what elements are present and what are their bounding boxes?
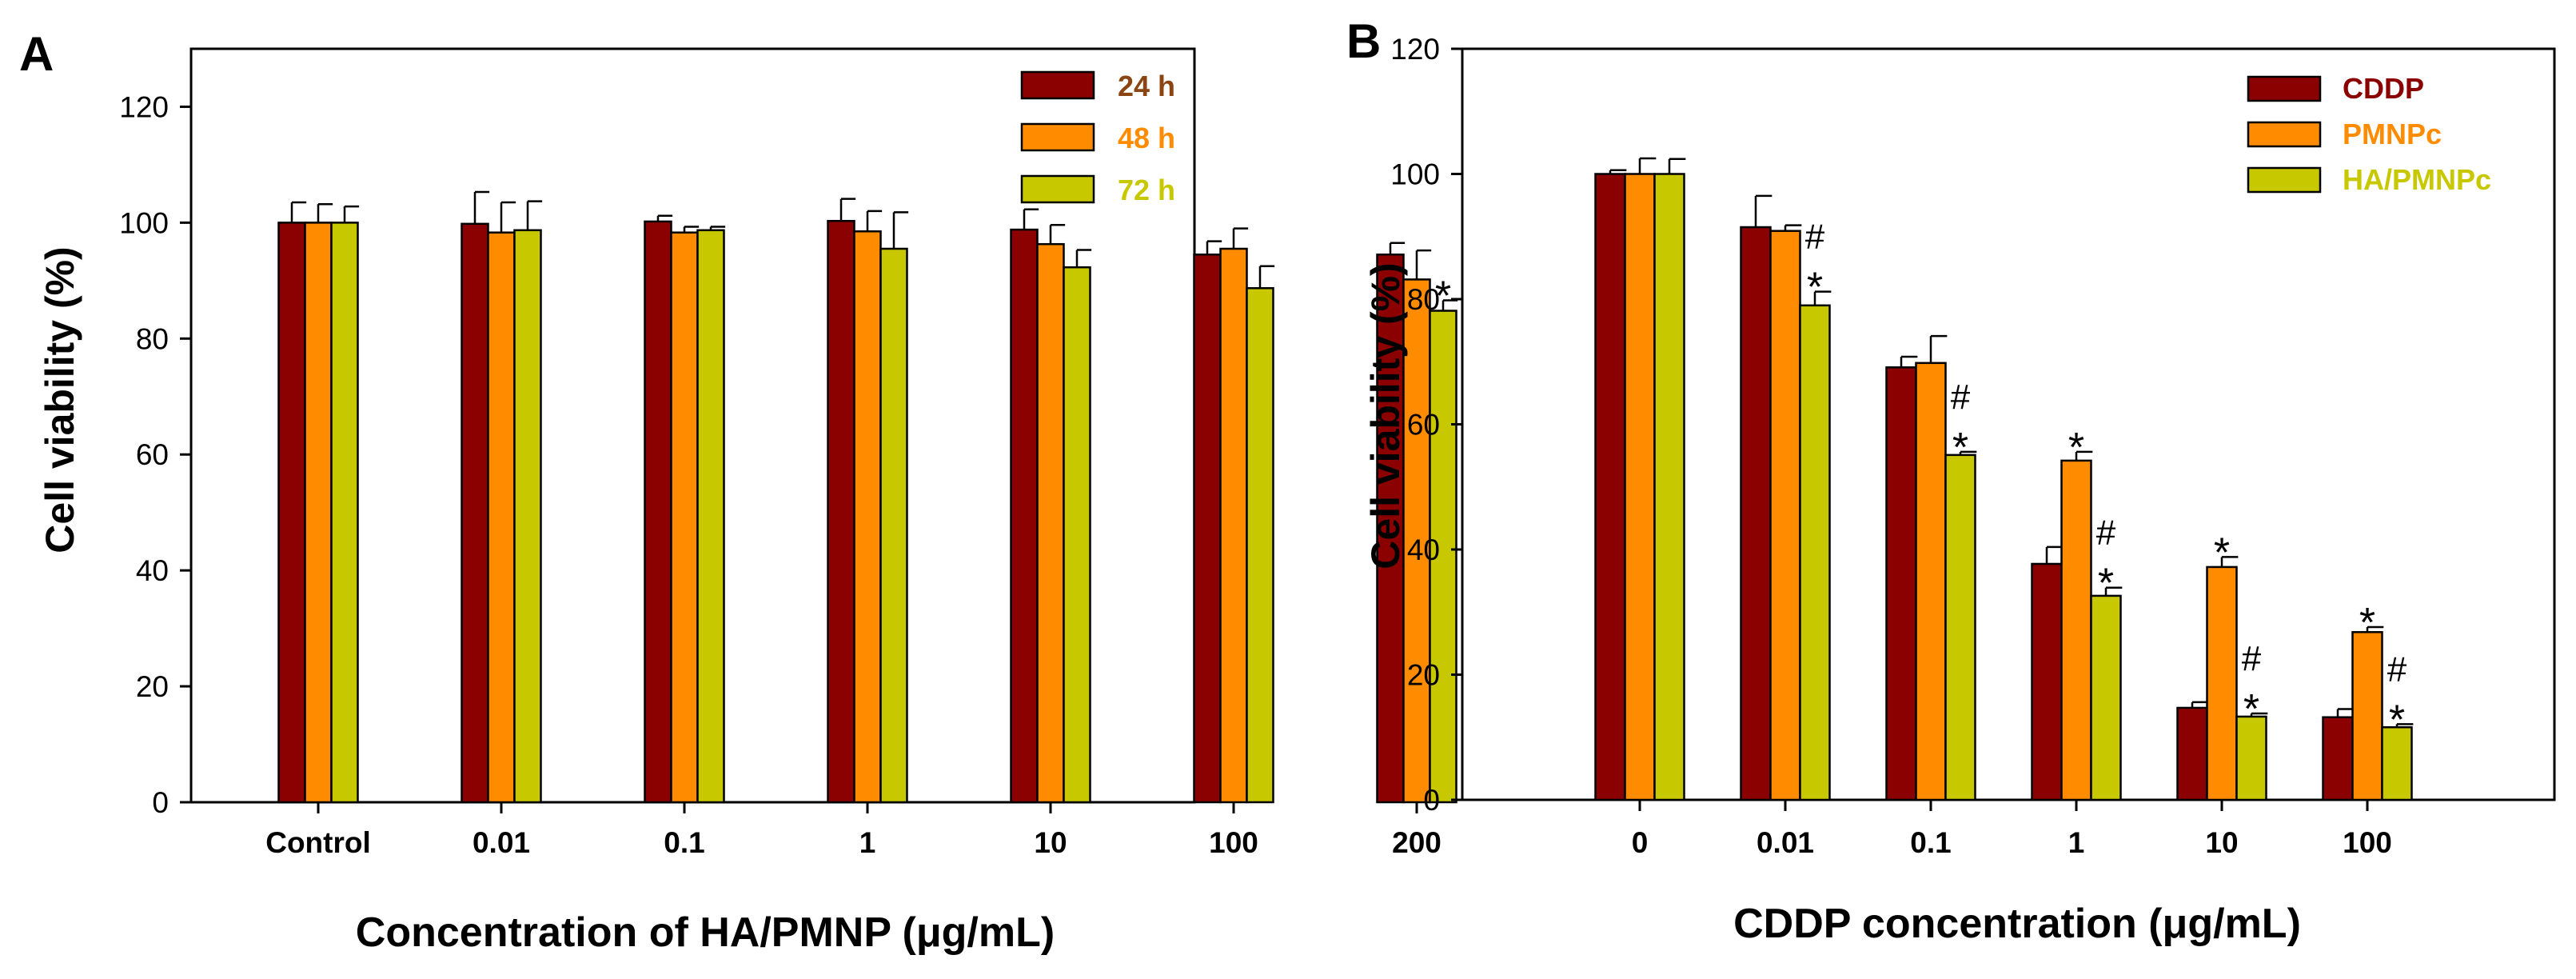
- x-tick-label: 0: [1632, 826, 1649, 859]
- significance-mark: #: [2387, 649, 2407, 689]
- y-tick-label: 80: [1407, 283, 1440, 316]
- x-tick-label: 0.1: [664, 826, 704, 859]
- significance-mark: *: [2243, 686, 2259, 733]
- bar-72-h-0-1: [696, 229, 725, 804]
- panel-label: B: [1346, 14, 1381, 68]
- bar-cddp-1: [2031, 562, 2063, 801]
- bar-48-h-100: [1219, 247, 1248, 804]
- bar-24-h-control: [277, 222, 306, 804]
- significance-mark: *: [2359, 600, 2375, 646]
- bar-pmnpc-0-1: [1915, 362, 1947, 801]
- bar-48-h-control: [304, 222, 333, 804]
- x-axis-label: Concentration of HA/PMNP (μg/mL): [356, 909, 1055, 956]
- x-tick-label: 0.1: [1910, 826, 1951, 859]
- x-tick-label: 10: [2205, 826, 2238, 859]
- bar-72-h-100: [1246, 287, 1274, 804]
- legend-label-24-h: 24 h: [1118, 70, 1175, 102]
- significance-mark: #: [1805, 218, 1825, 257]
- x-tick-label: 0.01: [1757, 826, 1814, 859]
- bar-72-h-10: [1063, 266, 1091, 804]
- bar-pmnpc-1: [2060, 459, 2092, 801]
- y-tick-label: 100: [1390, 158, 1440, 191]
- bar-24-h-0-1: [644, 220, 672, 804]
- bar-48-h-1: [853, 230, 882, 804]
- y-tick-label: 20: [136, 670, 169, 703]
- bar-ha-pmnpc-0-01: [1799, 304, 1831, 801]
- bar-24-h-100: [1193, 253, 1222, 804]
- y-tick-label: 40: [136, 554, 169, 587]
- bar-cddp-0-01: [1740, 226, 1772, 801]
- y-tick-label: 0: [1423, 784, 1440, 817]
- significance-mark: #: [2242, 639, 2262, 678]
- legend-swatch-ha-pmnpc: [2247, 166, 2322, 194]
- x-tick-label: 1: [859, 826, 876, 859]
- bar-pmnpc-0-01: [1769, 230, 1801, 801]
- bar-pmnpc-100: [2351, 631, 2383, 801]
- legend-label-72-h: 72 h: [1118, 174, 1175, 206]
- significance-mark: *: [1952, 425, 1968, 471]
- legend-swatch-24-h: [1020, 70, 1095, 100]
- y-tick-label: 100: [119, 206, 169, 239]
- y-axis-label: Cell viability (%): [38, 246, 82, 553]
- bar-cddp-10: [2176, 706, 2208, 801]
- y-tick-label: 20: [1407, 659, 1440, 692]
- bar-pmnpc-10: [2206, 565, 2238, 801]
- significance-mark: *: [2389, 697, 2405, 743]
- bar-48-h-0-01: [487, 231, 516, 804]
- x-axis-label: CDDP concentration (μg/mL): [1733, 901, 2301, 947]
- x-tick-label: 200: [1392, 826, 1442, 859]
- y-tick-label: 60: [1407, 409, 1440, 442]
- y-tick-label: 120: [1390, 33, 1440, 66]
- bar-24-h-0-01: [461, 222, 489, 804]
- y-tick-label: 80: [136, 322, 169, 355]
- y-tick-label: 0: [152, 786, 169, 819]
- bar-24-h-10: [1010, 228, 1039, 804]
- significance-mark: #: [1951, 378, 1971, 417]
- x-tick-label: 1: [2068, 826, 2085, 859]
- y-tick-label: 120: [119, 90, 169, 123]
- bar-ha-pmnpc-0: [1653, 173, 1685, 801]
- x-tick-label: 100: [2343, 826, 2392, 859]
- significance-mark: *: [1807, 265, 1823, 311]
- bar-72-h-200: [1429, 310, 1457, 804]
- legend-label-ha-pmnpc: HA/PMNPc: [2343, 163, 2491, 196]
- bar-24-h-200: [1376, 253, 1405, 804]
- x-tick-label: 10: [1034, 826, 1067, 859]
- x-tick-label: Control: [265, 826, 371, 859]
- bar-pmnpc-0: [1624, 173, 1656, 801]
- bar-72-h-0-01: [513, 229, 542, 804]
- x-tick-label: 0.01: [473, 826, 530, 859]
- bar-48-h-10: [1036, 242, 1065, 804]
- legend-swatch-72-h: [1020, 174, 1095, 204]
- bar-24-h-1: [827, 219, 855, 804]
- bar-ha-pmnpc-0-1: [1944, 454, 1976, 801]
- y-axis-label: Cell viability (%): [1363, 262, 1408, 569]
- legend-swatch-48-h: [1020, 122, 1095, 152]
- bar-cddp-100: [2322, 716, 2354, 801]
- legend-swatch-cddp: [2247, 75, 2322, 102]
- bar-cddp-0-1: [1885, 366, 1917, 801]
- significance-mark: *: [2098, 561, 2114, 607]
- y-tick-label: 60: [136, 438, 169, 471]
- significance-mark: *: [1435, 273, 1451, 319]
- bar-72-h-control: [330, 222, 359, 804]
- legend-label-pmnpc: PMNPc: [2343, 118, 2442, 150]
- significance-mark: *: [2214, 529, 2230, 576]
- bar-48-h-0-1: [670, 231, 699, 804]
- legend-label-cddp: CDDP: [2343, 72, 2424, 105]
- significance-mark: #: [2096, 513, 2116, 553]
- bar-ha-pmnpc-1: [2090, 594, 2122, 801]
- significance-mark: *: [2068, 425, 2084, 471]
- legend-label-48-h: 48 h: [1118, 122, 1175, 154]
- y-tick-label: 40: [1407, 533, 1440, 566]
- legend-swatch-pmnpc: [2247, 121, 2322, 148]
- bar-cddp-0: [1594, 173, 1626, 801]
- panel-label: A: [19, 27, 54, 81]
- x-tick-label: 100: [1209, 826, 1258, 859]
- bar-72-h-1: [879, 247, 908, 804]
